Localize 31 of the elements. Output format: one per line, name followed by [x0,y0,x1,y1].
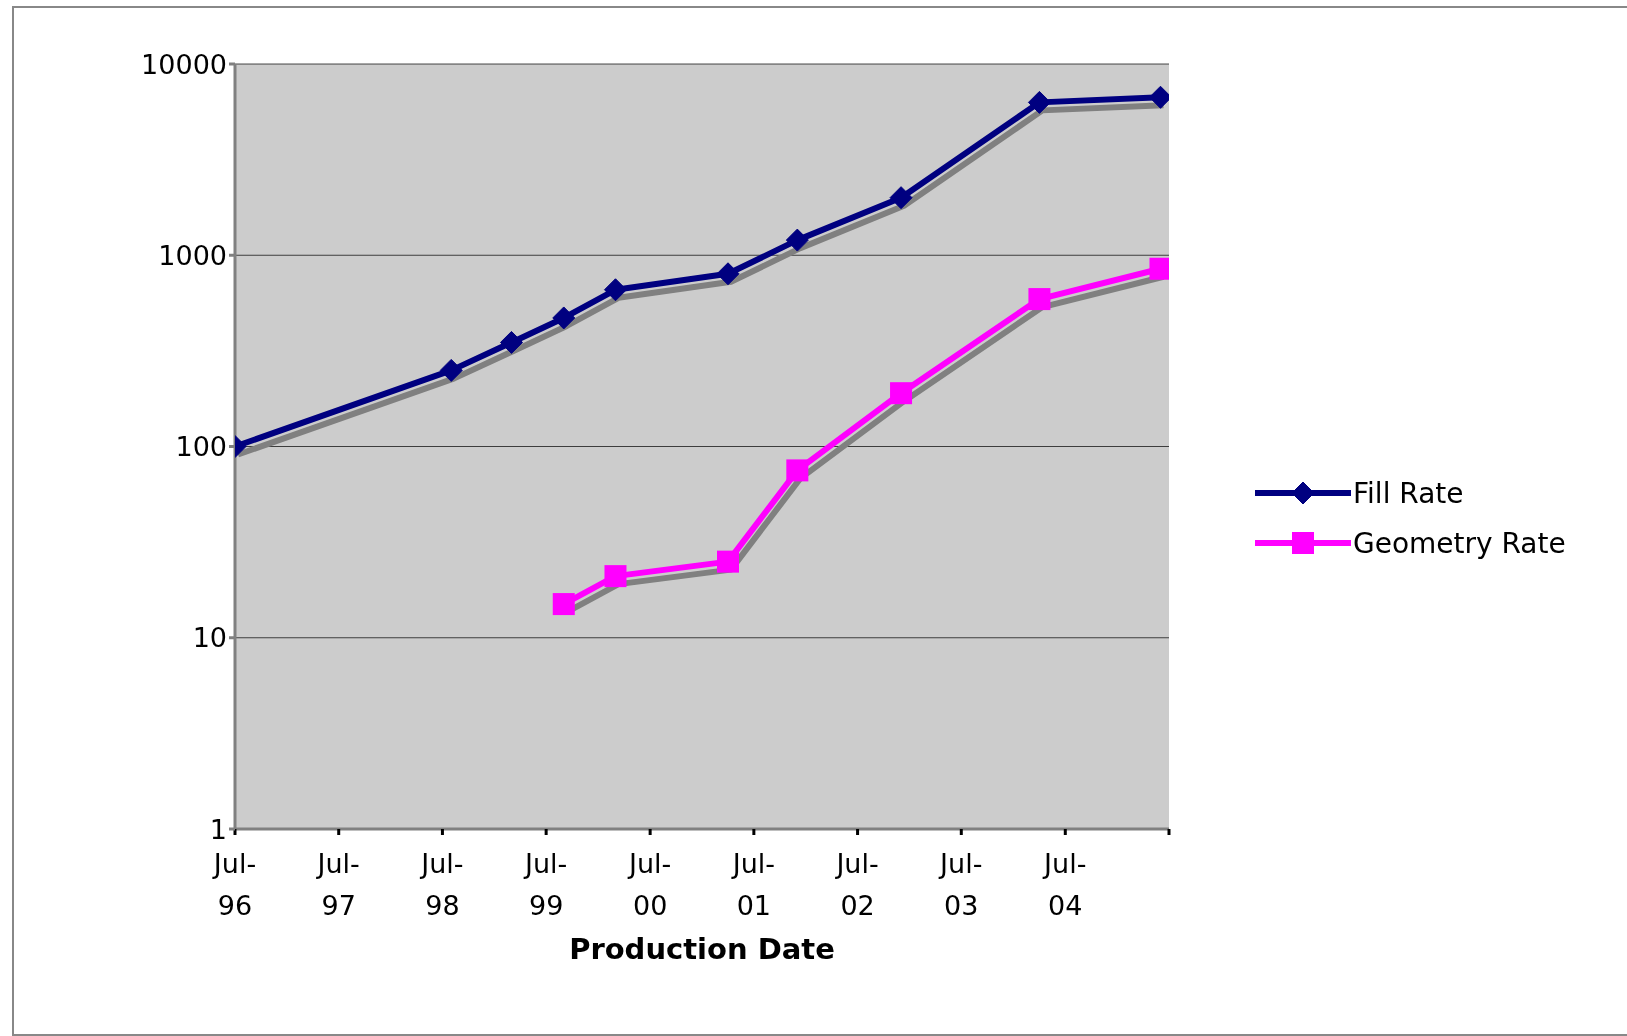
point [889,186,913,210]
point [785,228,809,252]
x-tick-label: Jul-00 [626,848,672,921]
point [716,262,740,286]
x-tick-label: Jul-04 [1042,848,1087,921]
x-tick-label: Jul-99 [522,848,568,921]
point [786,459,809,482]
x-tick-label: Jul-02 [834,848,879,921]
x-tick-label: Jul-01 [730,848,776,921]
x-tick-label: Jul-03 [938,848,983,921]
point [439,358,463,382]
point [1028,288,1051,311]
y-tick-label: 10 [192,622,227,654]
y-tick-label: 1 [209,813,227,845]
point [717,550,739,573]
x-tick-label: Jul-97 [315,848,360,921]
y-tick-label: 100 [175,431,227,463]
legend-label: Fill Rate [1353,476,1464,510]
x-tick-label: Jul-96 [211,848,257,921]
x-axis-title: Production Date [569,932,835,966]
point [499,330,523,354]
point [604,565,627,588]
point [1027,90,1051,114]
legend-label: Geometry Rate [1353,526,1566,560]
point [552,306,576,330]
point [552,593,575,616]
point [890,382,913,405]
y-tick-label: 10000 [141,48,227,80]
y-tick-label: 1000 [158,239,227,271]
x-tick-label: Jul-98 [419,848,464,921]
point [603,278,627,302]
